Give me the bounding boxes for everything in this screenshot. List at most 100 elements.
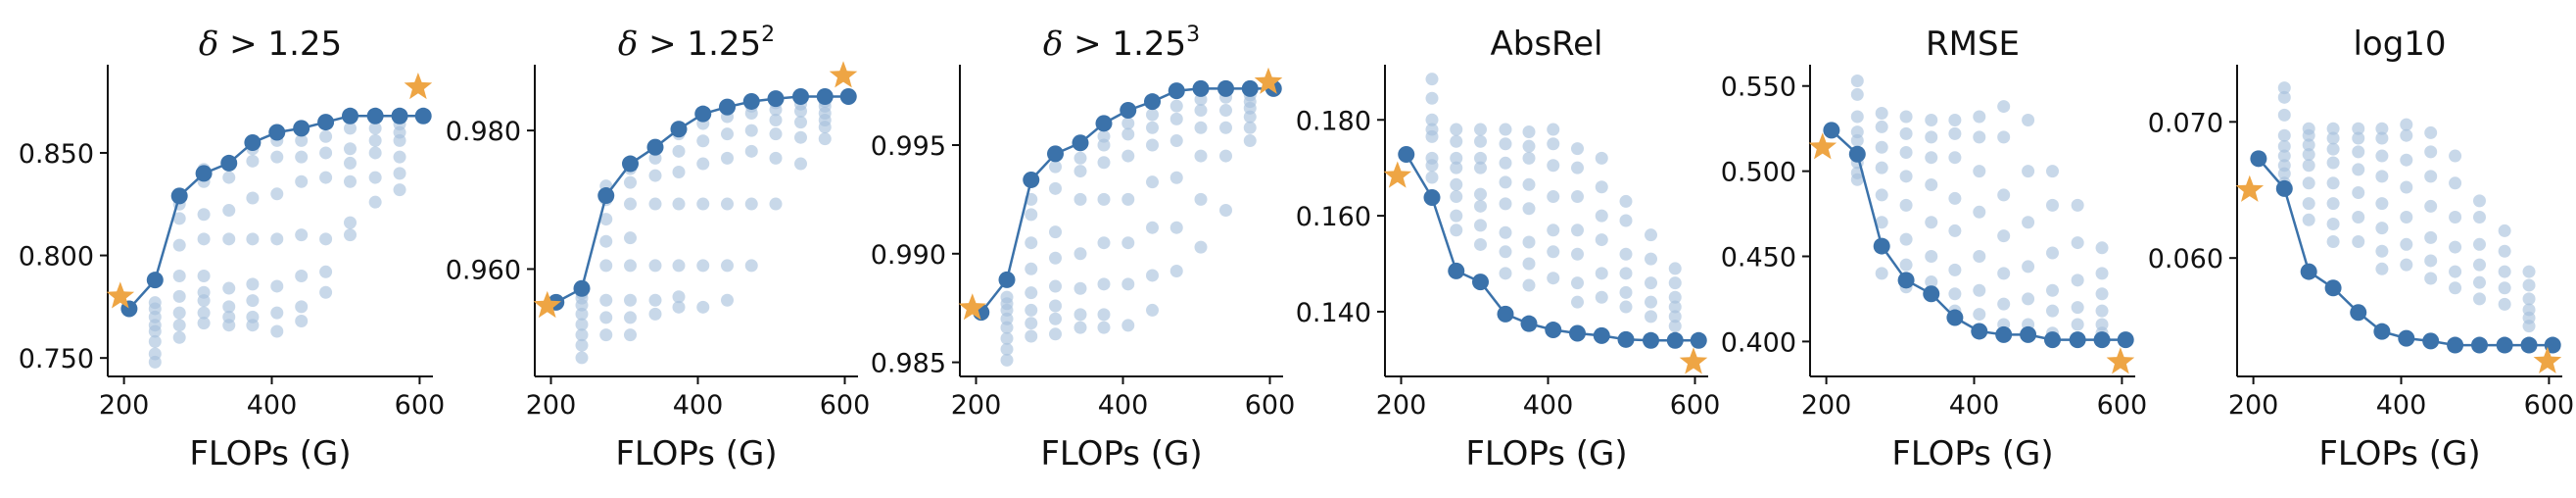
candidate-point xyxy=(1425,171,1439,184)
candidate-point xyxy=(1619,285,1633,299)
candidate-point xyxy=(1899,145,1913,159)
frontier-point xyxy=(341,107,358,124)
frontier-point xyxy=(1423,189,1441,207)
frontier-point xyxy=(1897,272,1915,289)
candidate-point xyxy=(1499,123,1512,136)
baseline-star-marker xyxy=(2533,346,2562,374)
candidate-point xyxy=(1169,221,1183,234)
candidate-point xyxy=(1169,265,1183,278)
candidate-point xyxy=(1049,327,1062,341)
x-axis-label: FLOPs (G) xyxy=(615,434,777,473)
candidate-point xyxy=(2277,128,2291,142)
candidate-point xyxy=(393,150,406,164)
x-tick-label: 600 xyxy=(2524,390,2575,421)
candidate-point xyxy=(1547,159,1560,173)
candidate-point xyxy=(1049,279,1062,293)
candidate-point xyxy=(1474,123,1487,136)
x-tick-label: 400 xyxy=(247,390,298,421)
candidate-point xyxy=(624,259,637,273)
frontier-point xyxy=(2373,323,2391,340)
candidate-point xyxy=(794,157,807,171)
x-tick-label: 400 xyxy=(1949,390,2000,421)
title-condition: > 1.25 xyxy=(218,25,342,64)
candidate-point xyxy=(2022,260,2035,274)
candidate-point xyxy=(1025,208,1038,222)
candidate-point xyxy=(1097,156,1111,170)
candidate-point xyxy=(246,191,260,205)
candidate-point xyxy=(1450,190,1463,204)
frontier-point xyxy=(816,88,834,106)
candidate-point xyxy=(575,307,589,321)
candidate-point xyxy=(1948,191,1962,205)
candidate-point xyxy=(2498,244,2511,258)
frontier-point xyxy=(1217,79,1234,97)
candidate-point xyxy=(2302,148,2315,162)
candidate-point xyxy=(2449,265,2462,278)
candidate-point xyxy=(2498,265,2511,278)
candidate-point xyxy=(1595,290,1608,304)
candidate-point xyxy=(624,293,637,307)
candidate-point xyxy=(1595,209,1608,223)
frontier-point xyxy=(1192,79,1210,97)
candidate-point xyxy=(2302,159,2315,173)
candidate-point xyxy=(1425,129,1439,143)
candidate-point xyxy=(1619,300,1633,314)
candidate-point xyxy=(295,150,309,164)
candidate-point xyxy=(2424,145,2438,159)
candidate-point xyxy=(2277,149,2291,163)
x-tick-label: 200 xyxy=(99,390,150,421)
candidate-point xyxy=(197,285,211,299)
candidate-point xyxy=(2095,287,2109,301)
candidate-point xyxy=(2326,217,2340,230)
candidate-point xyxy=(2498,224,2511,237)
candidate-point xyxy=(295,269,309,282)
candidate-point xyxy=(599,293,613,307)
candidate-point xyxy=(575,351,589,365)
candidate-point xyxy=(1925,216,1938,229)
candidate-point xyxy=(769,197,783,211)
frontier-point xyxy=(2275,179,2293,197)
candidate-point xyxy=(1547,224,1560,237)
y-tick-label: 0.400 xyxy=(1721,327,1796,358)
candidate-point xyxy=(1973,308,1986,322)
candidate-point xyxy=(222,171,236,184)
candidate-point xyxy=(270,150,284,164)
candidate-point xyxy=(1450,177,1463,191)
candidate-point xyxy=(295,315,309,328)
candidate-point xyxy=(1450,161,1463,174)
candidate-point xyxy=(1474,237,1487,251)
frontier-point xyxy=(2470,336,2488,354)
candidate-point xyxy=(1668,276,1682,290)
candidate-point xyxy=(2375,170,2389,183)
candidate-point xyxy=(1668,320,1682,333)
candidate-point xyxy=(172,238,186,252)
candidate-point xyxy=(2095,241,2109,255)
frontier-point xyxy=(170,187,188,205)
candidate-point xyxy=(1146,303,1159,317)
y-tick-label: 0.995 xyxy=(871,131,946,162)
candidate-point xyxy=(222,232,236,246)
candidate-point xyxy=(2352,145,2365,159)
candidate-point xyxy=(2326,156,2340,170)
candidate-point xyxy=(1899,232,1913,246)
frontier-point xyxy=(1873,237,1890,255)
candidate-point xyxy=(599,328,613,342)
candidate-point xyxy=(368,122,382,135)
candidate-point xyxy=(197,317,211,330)
chart-title: log10 xyxy=(2353,25,2446,64)
candidate-point xyxy=(1522,257,1536,271)
candidate-point xyxy=(222,300,236,314)
frontier-point xyxy=(1995,325,2013,343)
candidate-point xyxy=(1850,110,1864,124)
candidate-point xyxy=(1948,287,1962,301)
candidate-point xyxy=(1499,197,1512,211)
candidate-point xyxy=(2302,128,2315,142)
candidate-point xyxy=(696,157,710,171)
y-tick-label: 0.450 xyxy=(1721,242,1796,273)
candidate-point xyxy=(1073,321,1087,334)
candidate-point xyxy=(575,328,589,342)
candidate-point xyxy=(1121,236,1135,250)
frontier-point xyxy=(719,98,736,116)
candidate-point xyxy=(1522,278,1536,292)
frontier-point xyxy=(1593,326,1610,344)
